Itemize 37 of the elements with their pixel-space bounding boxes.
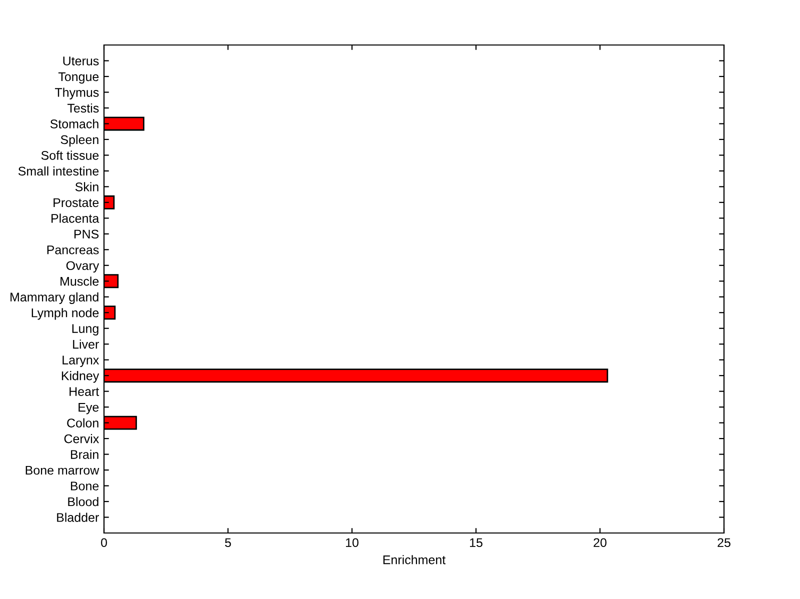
x-tick-label: 10: [346, 538, 358, 548]
x-tick-label: 25: [718, 538, 730, 548]
y-tick-label: Larynx: [62, 356, 100, 367]
x-tick-label: 5: [225, 538, 231, 548]
y-tick-label: Placenta: [52, 214, 100, 223]
x-tick-label: 0: [101, 538, 107, 548]
y-tick-label: Prostate: [54, 198, 99, 208]
y-tick-label: Eye: [78, 402, 99, 414]
y-tick-label: Blood: [68, 496, 98, 506]
y-tick-label: Bone: [70, 482, 99, 490]
y-tick-label: Testis: [67, 103, 99, 113]
y-tick-label: Soft tissue: [41, 150, 99, 160]
x-axis-title: Enrichment: [383, 555, 446, 564]
y-tick-label: Skin: [75, 182, 98, 192]
y-tick-label: Muscle: [60, 276, 99, 286]
y-tick-label: Pancreas: [47, 246, 99, 254]
x-tick-label: 15: [470, 538, 482, 548]
y-tick-label: Bladder: [57, 512, 99, 522]
y-tick-label: Tongue: [58, 72, 99, 84]
y-tick-label: Ovary: [66, 261, 100, 273]
y-tick-label: Kidney: [62, 371, 100, 383]
y-tick-label: Lung: [72, 324, 98, 336]
y-tick-label: Colon: [67, 418, 98, 428]
y-tick-label: PNS: [74, 230, 99, 239]
x-tick-label: 20: [594, 538, 606, 548]
y-tick-label: Lymph node: [32, 308, 99, 320]
y-tick-label: Bone marrow: [26, 466, 100, 475]
y-tick-label: Spleen: [60, 134, 98, 147]
y-tick-label: Heart: [70, 387, 100, 396]
y-tick-label: Stomach: [50, 119, 98, 128]
y-tick-label: Liver: [73, 340, 99, 349]
y-tick-label: Brain: [70, 450, 98, 459]
y-tick-label: Mammary gland: [10, 292, 98, 304]
y-tick-label: Cervix: [64, 434, 100, 444]
y-tick-label: Thymus: [54, 88, 99, 100]
y-tick-label: Small intestine: [18, 166, 99, 176]
y-tick-label: Uterus: [63, 56, 99, 66]
